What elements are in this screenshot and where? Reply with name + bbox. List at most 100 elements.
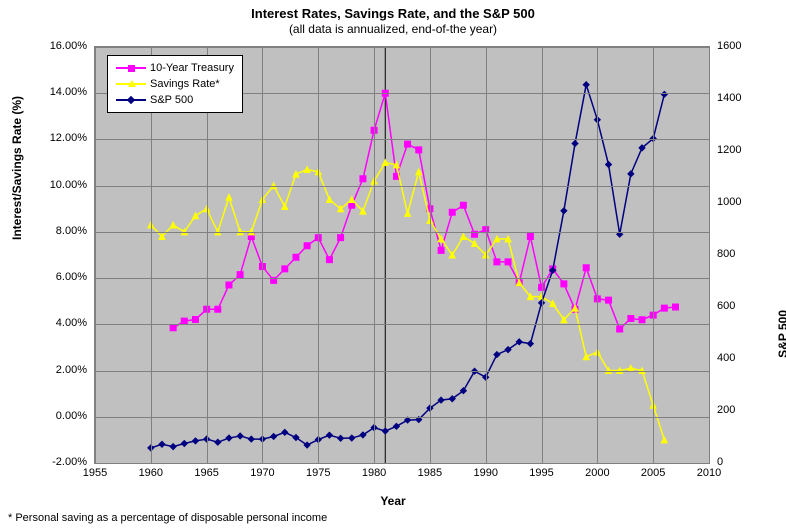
- marker: [449, 209, 455, 215]
- marker: [192, 316, 198, 322]
- marker: [159, 441, 165, 447]
- marker: [293, 254, 299, 260]
- marker: [181, 441, 187, 447]
- ytick-right: 400: [717, 352, 735, 364]
- ytick-right: 1400: [717, 92, 741, 104]
- marker: [393, 423, 399, 429]
- xtick: 2000: [582, 467, 612, 479]
- gridline-h: [95, 139, 709, 140]
- marker: [326, 197, 332, 203]
- ytick-left: 12.00%: [27, 132, 87, 144]
- marker: [628, 316, 634, 322]
- marker: [405, 141, 411, 147]
- marker: [304, 243, 310, 249]
- y-axis-right-label: S&P 500: [776, 310, 786, 358]
- gridline-v: [318, 47, 319, 463]
- gridline-h: [95, 278, 709, 279]
- x-axis-label: Year: [0, 494, 786, 508]
- marker: [572, 140, 578, 146]
- marker: [181, 318, 187, 324]
- marker: [360, 176, 366, 182]
- ytick-right: 600: [717, 300, 735, 312]
- marker: [673, 304, 679, 310]
- marker: [349, 202, 355, 208]
- ytick-right: 200: [717, 404, 735, 416]
- gridline-v: [542, 47, 543, 463]
- marker: [639, 317, 645, 323]
- marker: [661, 437, 667, 443]
- marker: [192, 438, 198, 444]
- ytick-right: 1600: [717, 40, 741, 52]
- plot-area: 10-Year TreasurySavings Rate*S&P 500 -2.…: [94, 46, 710, 464]
- xtick: 1960: [136, 467, 166, 479]
- marker: [326, 257, 332, 263]
- ytick-left: 0.00%: [27, 410, 87, 422]
- xtick: 2010: [694, 467, 724, 479]
- xtick: 2005: [638, 467, 668, 479]
- marker: [170, 222, 176, 228]
- marker: [460, 202, 466, 208]
- marker: [215, 306, 221, 312]
- gridline-h: [95, 47, 709, 48]
- ytick-left: 4.00%: [27, 317, 87, 329]
- marker: [338, 235, 344, 241]
- ytick-left: 6.00%: [27, 271, 87, 283]
- marker: [661, 91, 667, 97]
- ytick-left: 16.00%: [27, 40, 87, 52]
- legend-item: Savings Rate*: [116, 76, 234, 92]
- marker: [326, 432, 332, 438]
- marker: [226, 194, 232, 200]
- marker: [226, 435, 232, 441]
- marker: [561, 208, 567, 214]
- ytick-left: 8.00%: [27, 225, 87, 237]
- xtick: 1995: [527, 467, 557, 479]
- legend-label: S&P 500: [150, 94, 193, 106]
- gridline-h: [95, 417, 709, 418]
- marker: [606, 297, 612, 303]
- gridline-v: [95, 47, 96, 463]
- marker: [226, 282, 232, 288]
- marker: [661, 305, 667, 311]
- gridline-h: [95, 232, 709, 233]
- xtick: 1970: [247, 467, 277, 479]
- marker: [527, 234, 533, 240]
- marker: [405, 417, 411, 423]
- marker: [416, 147, 422, 153]
- marker: [460, 234, 466, 240]
- ytick-left: -2.00%: [27, 456, 87, 468]
- marker: [170, 444, 176, 450]
- marker: [494, 352, 500, 358]
- marker: [416, 169, 422, 175]
- ytick-right: 1000: [717, 196, 741, 208]
- xtick: 1985: [415, 467, 445, 479]
- ytick-left: 2.00%: [27, 364, 87, 376]
- marker: [271, 433, 277, 439]
- ytick-left: 10.00%: [27, 179, 87, 191]
- legend-label: Savings Rate*: [150, 78, 220, 90]
- xtick: 1980: [359, 467, 389, 479]
- marker: [494, 259, 500, 265]
- gridline-h: [95, 463, 709, 464]
- xtick: 1990: [471, 467, 501, 479]
- marker: [405, 210, 411, 216]
- gridline-v: [709, 47, 710, 463]
- marker: [606, 162, 612, 168]
- y-axis-left-label: Interest/Savings Rate (%): [10, 96, 24, 240]
- marker: [527, 341, 533, 347]
- gridline-v: [374, 47, 375, 463]
- xtick: 1975: [303, 467, 333, 479]
- marker: [505, 259, 511, 265]
- marker: [583, 354, 589, 360]
- legend-item: S&P 500: [116, 92, 234, 108]
- xtick: 1955: [80, 467, 110, 479]
- marker: [237, 272, 243, 278]
- marker: [215, 439, 221, 445]
- footnote: * Personal saving as a percentage of dis…: [8, 512, 327, 524]
- gridline-h: [95, 371, 709, 372]
- marker: [293, 171, 299, 177]
- legend: 10-Year TreasurySavings Rate*S&P 500: [107, 55, 243, 113]
- gridline-v: [653, 47, 654, 463]
- xtick: 1965: [192, 467, 222, 479]
- ytick-left: 14.00%: [27, 86, 87, 98]
- ytick-right: 800: [717, 248, 735, 260]
